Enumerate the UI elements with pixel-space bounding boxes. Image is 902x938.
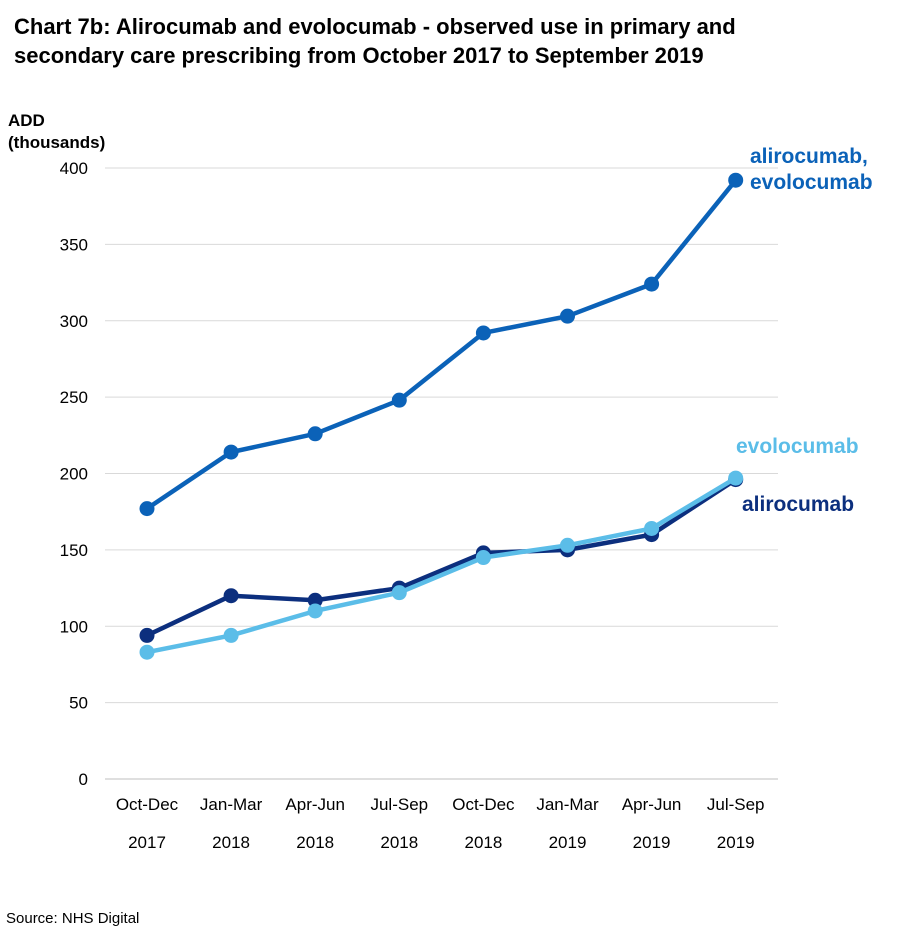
data-point-evolocumab-3 bbox=[391, 585, 407, 601]
series-label-alirocumab-0: alirocumab bbox=[742, 493, 854, 516]
y-tick-label-350: 350 bbox=[60, 235, 88, 254]
x-tick-label-period-3: Jul-Sep bbox=[370, 795, 428, 814]
data-point-alirocumab-evolocumab-2 bbox=[307, 426, 323, 442]
x-tick-label-year-2: 2018 bbox=[296, 833, 334, 852]
data-point-alirocumab-evolocumab-7 bbox=[728, 172, 744, 188]
data-point-alirocumab-evolocumab-0 bbox=[139, 501, 155, 517]
x-tick-label-period-4: Oct-Dec bbox=[452, 795, 515, 814]
y-axis-label: ADD (thousands) bbox=[8, 110, 105, 154]
data-point-evolocumab-6 bbox=[644, 520, 660, 536]
y-tick-label-50: 50 bbox=[69, 694, 88, 713]
x-tick-label-period-2: Apr-Jun bbox=[285, 795, 345, 814]
x-tick-label-year-1: 2018 bbox=[212, 833, 250, 852]
data-point-alirocumab-evolocumab-3 bbox=[391, 392, 407, 408]
source-note: Source: NHS Digital bbox=[6, 910, 140, 927]
series-line-alirocumab bbox=[146, 477, 737, 638]
x-tick-label-year-6: 2019 bbox=[633, 833, 671, 852]
data-point-evolocumab-1 bbox=[223, 627, 239, 643]
y-tick-label-0: 0 bbox=[79, 770, 88, 789]
data-point-evolocumab-4 bbox=[475, 550, 491, 566]
x-tick-label-period-7: Jul-Sep bbox=[707, 795, 765, 814]
data-point-alirocumab-1 bbox=[223, 588, 239, 604]
x-tick-label-year-7: 2019 bbox=[717, 833, 755, 852]
y-tick-label-100: 100 bbox=[60, 617, 88, 636]
data-point-evolocumab-0 bbox=[139, 644, 155, 660]
data-point-alirocumab-evolocumab-5 bbox=[560, 308, 575, 324]
data-point-evolocumab-7 bbox=[728, 470, 744, 486]
x-tick-label-period-1: Jan-Mar bbox=[200, 795, 263, 814]
series-label-alirocumab-evolocumab-0: alirocumab, bbox=[750, 145, 868, 168]
series-label-alirocumab-evolocumab-1: evolocumab bbox=[750, 171, 873, 194]
y-tick-label-400: 400 bbox=[60, 159, 88, 178]
x-tick-label-year-4: 2018 bbox=[464, 833, 502, 852]
y-tick-label-200: 200 bbox=[60, 465, 88, 484]
chart-title-line-1: Chart 7b: Alirocumab and evolocumab - ob… bbox=[14, 14, 736, 39]
x-tick-label-period-5: Jan-Mar bbox=[536, 795, 599, 814]
y-tick-label-250: 250 bbox=[60, 388, 88, 407]
data-point-alirocumab-2 bbox=[307, 592, 323, 608]
chart-title-line-2: secondary care prescribing from October … bbox=[14, 43, 704, 68]
data-point-alirocumab-evolocumab-6 bbox=[644, 276, 660, 292]
chart-title: Chart 7b: Alirocumab and evolocumab - ob… bbox=[14, 12, 884, 70]
series-line-alirocumab-evolocumab bbox=[145, 178, 738, 511]
data-point-evolocumab-5 bbox=[560, 537, 575, 553]
data-point-alirocumab-0 bbox=[139, 627, 155, 643]
y-axis-label-line-1: ADD bbox=[8, 111, 45, 130]
y-axis-label-line-2: (thousands) bbox=[8, 133, 106, 152]
x-tick-label-year-5: 2019 bbox=[549, 833, 587, 852]
y-tick-label-150: 150 bbox=[60, 541, 88, 560]
x-tick-label-period-0: Oct-Dec bbox=[116, 795, 179, 814]
x-tick-label-period-6: Apr-Jun bbox=[622, 795, 682, 814]
x-tick-label-year-0: 2017 bbox=[128, 833, 166, 852]
series-label-evolocumab-0: evolocumab bbox=[736, 435, 859, 458]
series-line-evolocumab bbox=[146, 476, 737, 655]
y-tick-label-300: 300 bbox=[60, 312, 88, 331]
data-point-alirocumab-evolocumab-1 bbox=[223, 444, 239, 460]
data-point-evolocumab-2 bbox=[307, 603, 323, 619]
x-tick-label-year-3: 2018 bbox=[380, 833, 418, 852]
data-point-alirocumab-evolocumab-4 bbox=[475, 325, 491, 341]
